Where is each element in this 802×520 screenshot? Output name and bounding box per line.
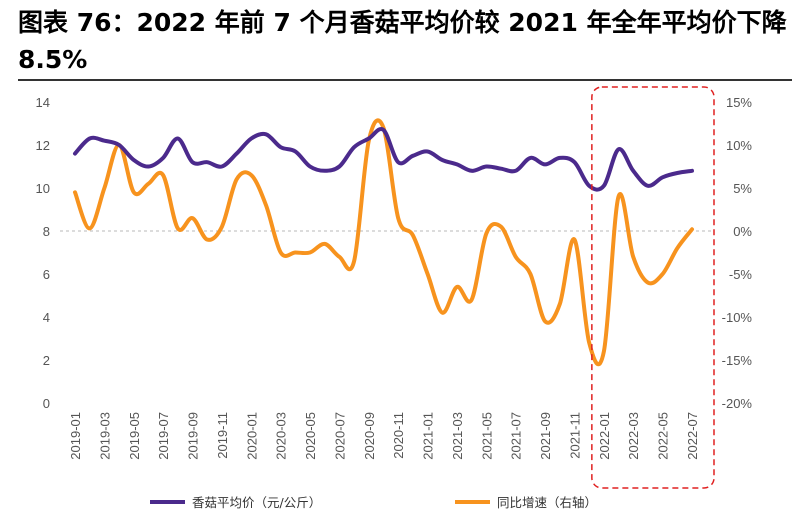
x-axis-tick-label: 2019-03 [97,412,112,460]
x-axis-tick-label: 2020-11 [391,412,406,459]
left-axis-tick-label: 0 [43,396,50,411]
left-axis-tick-label: 4 [43,310,50,325]
x-axis-tick-label: 2019-01 [68,412,83,460]
left-axis-tick-label: 6 [43,267,50,282]
right-axis-tick-label: -15% [722,353,753,368]
price-series-line [73,127,694,192]
legend-price-label: 香菇平均价（元/公斤） [192,495,321,510]
right-axis-tick-label: 0% [733,224,752,239]
x-axis-tick-label: 2022-01 [597,412,612,460]
right-axis-tick-label: -5% [729,267,753,282]
x-axis-tick-label: 2019-07 [156,412,171,460]
x-axis-tick-label: 2022-03 [626,412,641,460]
chart-title: 图表 76：2022 年前 7 个月香菇平均价较 2021 年全年平均价下降 8… [18,8,787,74]
right-axis-tick-label: 15% [726,95,752,110]
left-axis-tick-label: 8 [43,224,50,239]
x-axis-tick-label: 2020-03 [274,412,289,460]
title-divider [18,79,792,81]
x-axis-tick-label: 2020-09 [362,412,377,460]
x-axis-tick-label: 2021-01 [421,412,436,460]
x-axis-tick-label: 2022-05 [656,412,671,460]
x-axis-tick-label: 2021-05 [479,412,494,460]
x-axis-tick-label: 2020-07 [332,412,347,460]
x-axis-tick-label: 2019-09 [186,412,201,460]
right-axis-tick-label: -10% [722,310,753,325]
x-axis-tick-label: 2019-11 [215,412,230,459]
highlight-box-2022 [591,86,715,489]
right-axis-tick-label: 5% [733,181,752,196]
left-axis-tick-label: 14 [36,95,50,110]
left-axis-tick-label: 2 [43,353,50,368]
x-axis-tick-label: 2020-01 [244,412,259,460]
right-axis-tick-label: -20% [722,396,753,411]
left-axis-tick-label: 12 [36,138,50,153]
x-axis-tick-label: 2021-07 [509,412,524,460]
x-axis-tick-label: 2021-11 [567,412,582,459]
yoy-growth-series-line [73,118,694,367]
left-axis-tick-label: 10 [36,181,50,196]
x-axis-tick-label: 2019-05 [127,412,142,460]
x-axis-tick-label: 2020-05 [303,412,318,460]
x-axis-tick-label: 2021-03 [450,412,465,460]
x-axis-tick-label: 2021-09 [538,412,553,460]
right-axis-tick-label: 10% [726,138,752,153]
legend-growth-label: 同比增速（右轴） [497,495,597,510]
x-axis-tick-label: 2022-07 [685,412,700,460]
